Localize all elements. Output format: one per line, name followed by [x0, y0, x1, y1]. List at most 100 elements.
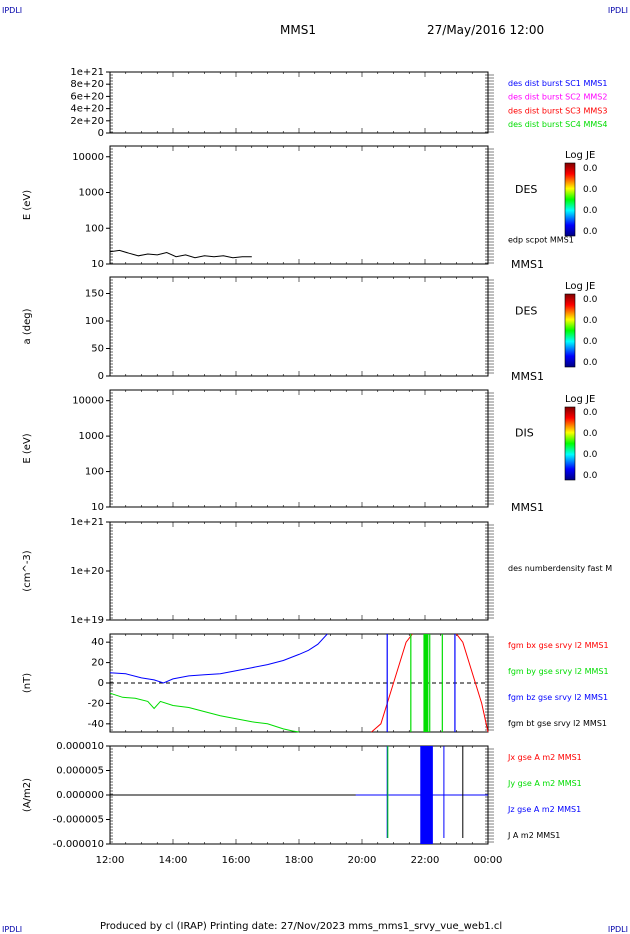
colorbar-tick-label: 0.0: [583, 164, 598, 174]
colorbar-tick-label: 0.0: [583, 206, 598, 216]
line-label: edp scpot MMS1: [508, 235, 574, 244]
y-axis-label: a (deg): [22, 308, 33, 344]
y-tick-label: 1e+20: [70, 566, 104, 577]
x-tick-label: 18:00: [285, 855, 314, 866]
panel-frame: [109, 389, 489, 508]
y-tick-label: 1e+19: [70, 615, 104, 626]
x-tick-label: 20:00: [348, 855, 377, 866]
y-tick-label: 10: [91, 259, 104, 270]
corner-label-top-left: IPDLI: [2, 6, 22, 15]
panel-frame: [109, 276, 489, 377]
instrument-label: DES: [515, 183, 537, 196]
y-tick-label: 0.000005: [56, 766, 104, 777]
legend-entry: fgm bz gse srvy l2 MMS1: [508, 693, 608, 702]
legend-entry: des dist burst SC2 MMS2: [508, 93, 607, 102]
x-tick-label: 16:00: [222, 855, 251, 866]
panel-frame: [109, 145, 489, 265]
y-axis-label: E (eV): [22, 190, 33, 220]
y-tick-label: 1000: [79, 188, 104, 199]
legend-entry: fgm by gse srvy l2 MMS1: [508, 667, 609, 676]
datetime-title: 27/May/2016 12:00: [427, 23, 544, 37]
y-tick-label: 100: [85, 223, 104, 234]
y-axis-label: E (eV): [22, 433, 33, 463]
y-tick-label: 0.000000: [56, 790, 104, 801]
y-tick-label: -40: [88, 719, 104, 730]
spacecraft-axis-label: MMS1: [511, 370, 544, 383]
x-tick-label: 14:00: [159, 855, 188, 866]
y-tick-label: 1000: [79, 431, 104, 442]
colorbar-tick-label: 0.0: [583, 185, 598, 195]
y-tick-label: 1e+21: [70, 517, 104, 528]
x-tick-label: 00:00: [474, 855, 503, 866]
legend-entry: des numberdensity fast M: [508, 564, 612, 573]
y-tick-label: 10000: [72, 396, 104, 407]
y-tick-label: -0.000005: [53, 815, 104, 826]
y-tick-label: 50: [91, 344, 104, 355]
spacecraft-axis-label: MMS1: [511, 501, 544, 514]
series-line: [109, 633, 328, 684]
colorbar-title: Log JE: [565, 281, 595, 292]
series-line: [371, 633, 413, 733]
y-tick-label: 4e+20: [70, 104, 104, 115]
legend-entry: des dist burst SC3 MMS3: [508, 106, 607, 115]
legend-entry: Jz gse A m2 MMS1: [507, 805, 581, 814]
colorbar: [564, 406, 576, 481]
colorbar: [564, 293, 576, 368]
y-tick-label: 0: [98, 678, 104, 689]
legend-entry: Jy gse A m2 MMS1: [507, 779, 582, 788]
legend-entry: des dist burst SC1 MMS1: [508, 79, 607, 88]
current-burst-band: [420, 746, 433, 844]
y-tick-label: 150: [85, 289, 104, 300]
legend-entry: Jx gse A m2 MMS1: [507, 753, 582, 762]
spacecraft-title: MMS1: [280, 23, 316, 37]
x-tick-label: 22:00: [411, 855, 440, 866]
corner-label-top-right: IPDLI: [608, 6, 628, 15]
legend-entry: J A m2 MMS1: [507, 831, 560, 840]
y-tick-label: 0: [98, 128, 104, 139]
colorbar-tick-label: 0.0: [583, 429, 598, 439]
colorbar-tick-label: 0.0: [583, 358, 598, 368]
y-tick-label: 40: [91, 637, 104, 648]
spacecraft-axis-label: MMS1: [511, 258, 544, 271]
colorbar-tick-label: 0.0: [583, 227, 598, 237]
instrument-label: DES: [515, 305, 537, 318]
series-line: [456, 633, 489, 733]
colorbar-tick-label: 0.0: [583, 408, 598, 418]
legend-entry: fgm bt gse srvy l2 MMS1: [508, 719, 607, 728]
colorbar-tick-label: 0.0: [583, 316, 598, 326]
y-tick-label: 1e+21: [70, 67, 104, 78]
y-tick-label: -20: [88, 698, 104, 709]
y-axis-label: (nT): [22, 673, 33, 693]
y-axis-label: (A/m2): [22, 778, 33, 812]
colorbar-tick-label: 0.0: [583, 337, 598, 347]
field-spike-band: [423, 634, 429, 732]
corner-label-bottom-left: IPDLI: [2, 925, 22, 934]
series-line: [109, 692, 300, 733]
colorbar-title: Log JE: [565, 394, 595, 405]
y-tick-label: 6e+20: [70, 91, 104, 102]
y-tick-label: 10000: [72, 152, 104, 163]
y-tick-label: 100: [85, 316, 104, 327]
colorbar-title: Log JE: [565, 150, 595, 161]
colorbar-tick-label: 0.0: [583, 450, 598, 460]
instrument-label: DIS: [515, 427, 534, 440]
y-tick-label: 20: [91, 658, 104, 669]
colorbar: [564, 162, 576, 237]
legend-entry: fgm bx gse srvy l2 MMS1: [508, 641, 609, 650]
colorbar-tick-label: 0.0: [583, 471, 598, 481]
y-tick-label: 2e+20: [70, 116, 104, 127]
y-tick-label: 0.000010: [56, 741, 104, 752]
x-tick-label: 12:00: [96, 855, 125, 866]
y-tick-label: -0.000010: [53, 839, 104, 850]
corner-label-bottom-right: IPDLI: [608, 925, 628, 934]
footer-text: Produced by cl (IRAP) Printing date: 27/…: [100, 921, 502, 932]
legend-entry: des dist burst SC4 MMS4: [508, 120, 607, 129]
y-tick-label: 10: [91, 502, 104, 513]
panel-frame: [109, 71, 489, 134]
series-line: [109, 249, 252, 259]
colorbar-tick-label: 0.0: [583, 295, 598, 305]
y-axis-label: (cm^-3): [22, 550, 33, 591]
panel-frame: [109, 521, 489, 621]
y-tick-label: 0: [98, 371, 104, 382]
